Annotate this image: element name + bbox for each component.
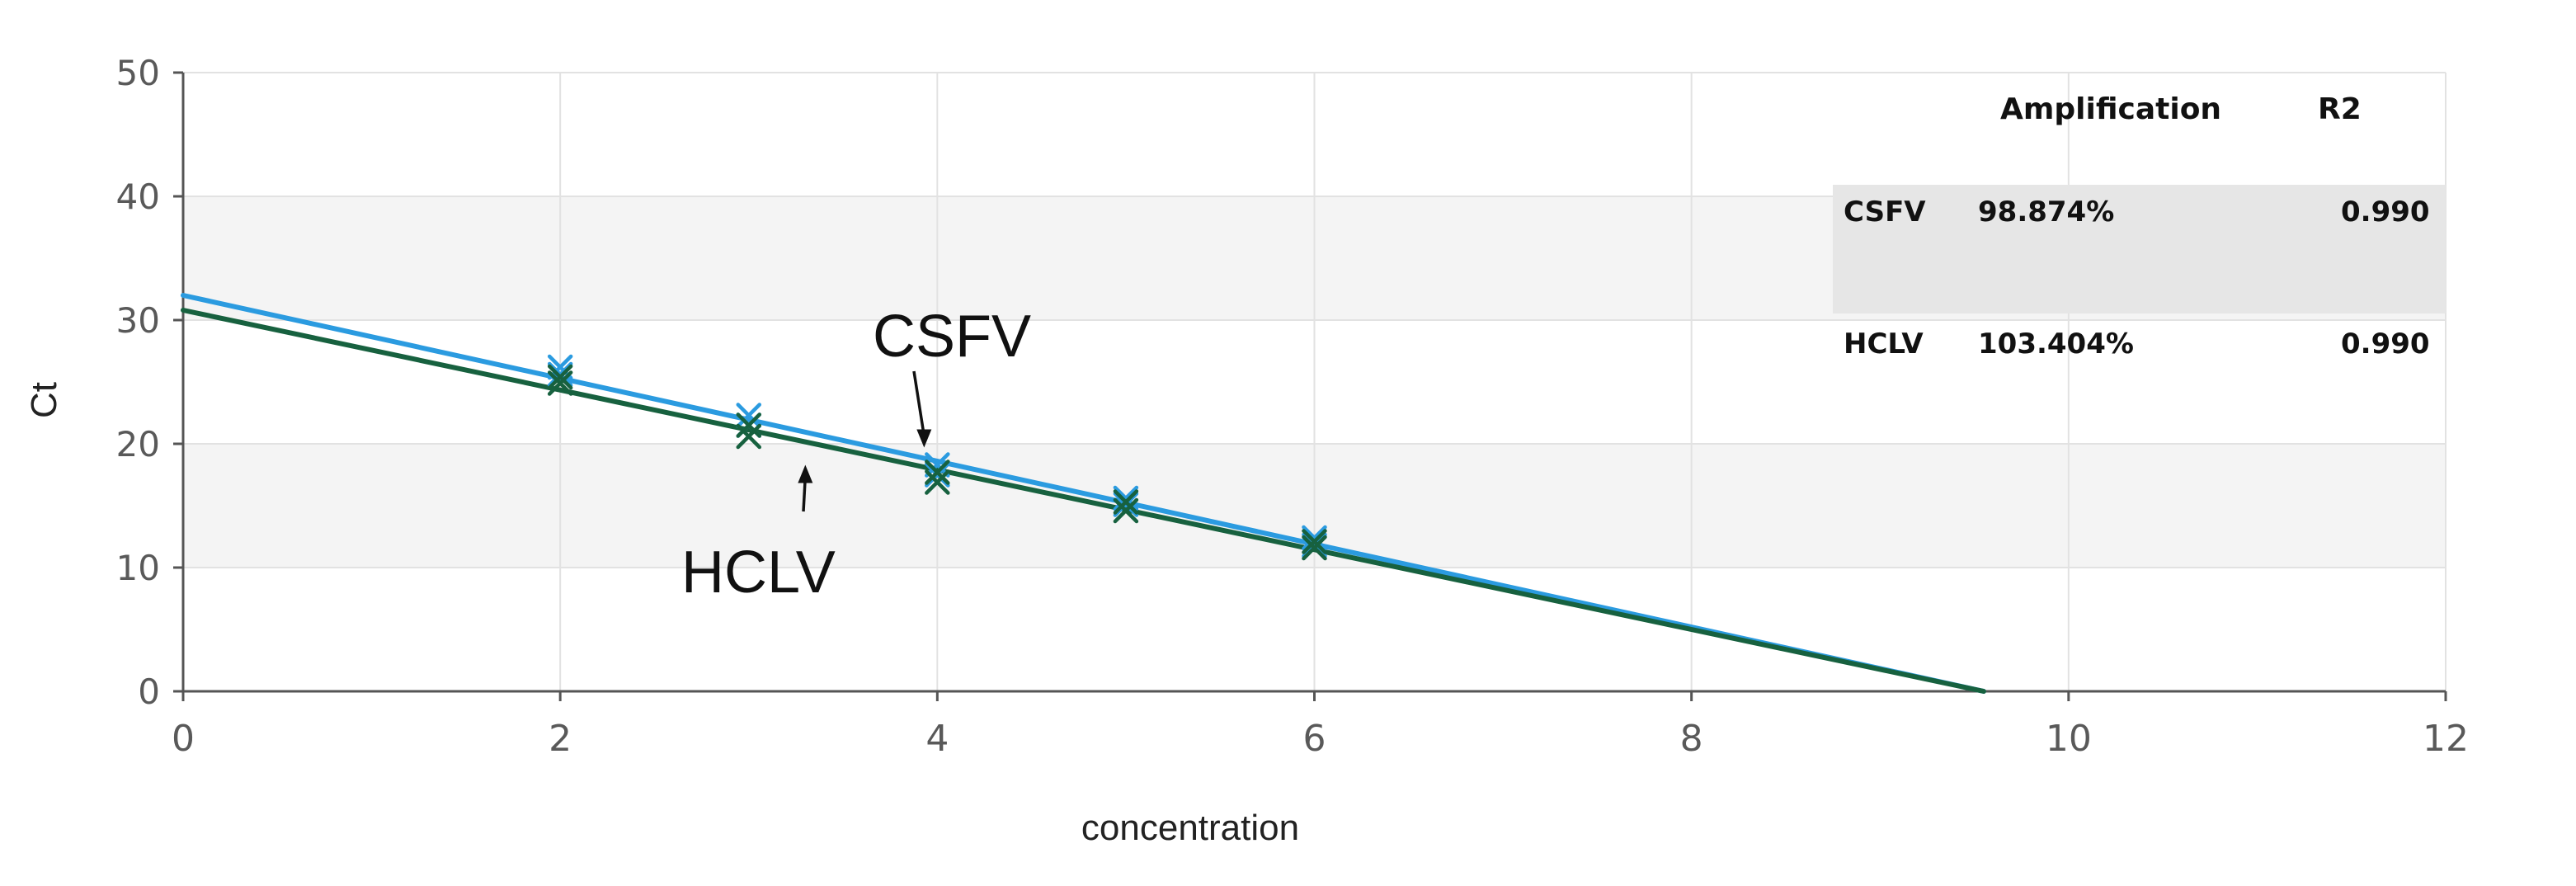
marker-hclv [547,370,573,396]
x-tick-label: 12 [2423,718,2469,760]
y-tick-label: 10 [116,548,160,588]
marker-hclv [736,423,761,450]
y-tick-label: 50 [116,53,160,93]
annotation-csfv-arrowhead [916,429,932,448]
table-row-hclv-label: HCLV [1844,328,1924,361]
marker-hclv [1302,529,1327,554]
table-row-csfv-label: CSFV [1844,196,1926,229]
x-axis-title: concentration [1081,808,1299,848]
fit-line-hclv [181,308,1986,694]
table-row-csfv-r2: 0.990 [2341,196,2430,229]
x-tick-label: 10 [2046,718,2092,760]
marker-hclv [1113,497,1139,524]
fit-lines [181,293,1986,694]
table-row-hclv-r2: 0.990 [2341,328,2430,361]
table-header-amplification: Amplification [2000,92,2221,126]
y-tick-label: 0 [138,672,160,712]
marker-hclv [736,412,761,438]
data-markers [547,354,1327,561]
annotation-csfv-arrow [912,370,926,436]
table-row-hclv-amplification: 103.404% [1978,328,2134,361]
y-tick-label: 40 [116,177,160,217]
marker-csfv [736,403,761,428]
x-tick-label: 2 [549,718,572,760]
y-axis-title: Ct [24,382,64,418]
marker-hclv [925,469,950,495]
stats-table: Amplification R2 CSFV 98.874% 0.990 HCLV… [1844,92,2430,361]
marker-hclv [925,459,950,485]
table-header-r2: R2 [2318,92,2362,126]
marker-csfv [1302,525,1327,551]
annotation-hclv-arrowhead [798,464,813,483]
x-tick-label: 0 [172,718,195,760]
x-tick-label: 4 [925,718,949,760]
annotation-csfv-label: CSFV [873,304,1031,370]
marker-hclv [547,364,573,390]
annotation-hclv-label: HCLV [681,540,836,606]
y-tick-label: 20 [116,424,160,464]
table-row-highlight [1833,185,2446,313]
x-tick-labels: 0 2 4 6 8 10 12 [172,718,2469,760]
x-tick-label: 6 [1303,718,1326,760]
table-row-csfv-amplification: 98.874% [1978,196,2114,229]
marker-csfv [925,452,950,478]
y-tick-label: 30 [116,300,160,341]
y-tick-labels: 0 10 20 30 40 50 [116,53,160,712]
axes [173,71,2447,701]
x-tick-label: 8 [1680,718,1703,760]
marker-hclv [1302,535,1327,561]
marker-hclv [1113,489,1139,515]
